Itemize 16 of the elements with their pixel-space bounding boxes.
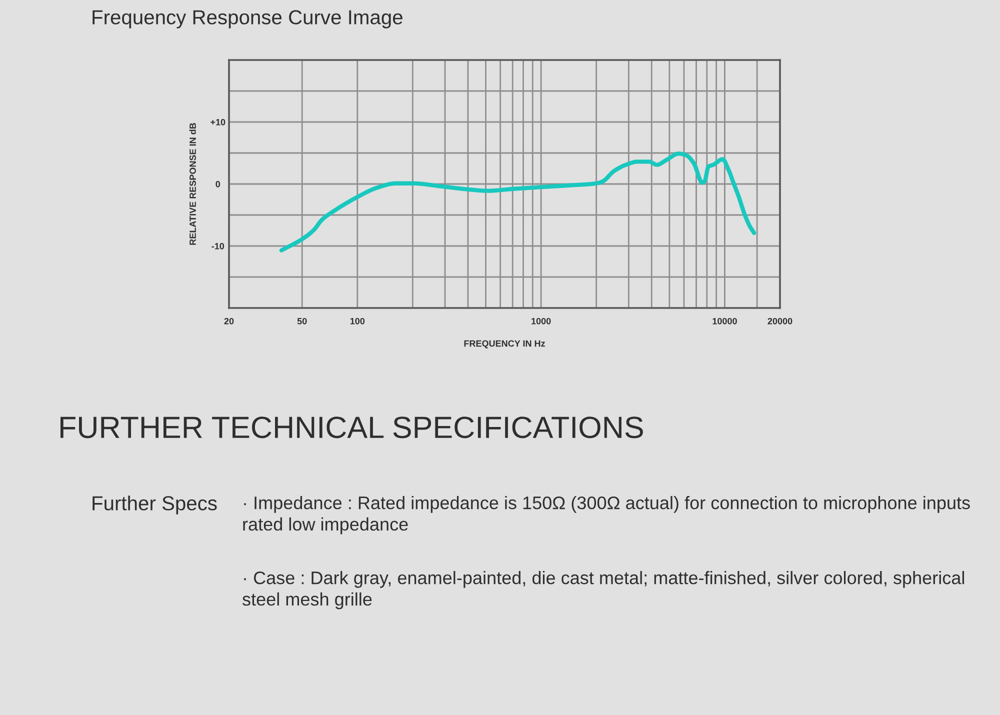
x-tick-label: 20000 (768, 318, 792, 324)
text: FURTHER TECHNICAL SPECIFICATIONS (60, 416, 643, 438)
x-tick-label: 50 (297, 318, 307, 324)
chart-title: Frequency Response Curve Image (92, 10, 402, 28)
text: Further Specs (92, 496, 217, 514)
x-tick-label: 10000 (712, 318, 737, 324)
text: · Case : Dark gray, enamel-painted, die cast metal; matte-finished, silver colored, spherical steel mesh grille (242, 571, 964, 610)
y-axis-title: RELATIVE RESPONSE IN dB (189, 123, 196, 245)
x-tick-label: 100 (350, 318, 365, 324)
text: · Impedance : Rated impedance is 150Ω (300Ω actual) for connection to microphone inputs rated low impedance (243, 496, 970, 534)
y-tick-label: 0 (216, 180, 220, 188)
x-axis-title: FREQUENCY IN Hz (464, 340, 545, 348)
y-tick-label: +10 (210, 118, 226, 126)
x-tick-label: 20 (224, 318, 234, 324)
x-tick-label: 1000 (532, 318, 551, 324)
y-tick-label: -10 (212, 242, 224, 250)
